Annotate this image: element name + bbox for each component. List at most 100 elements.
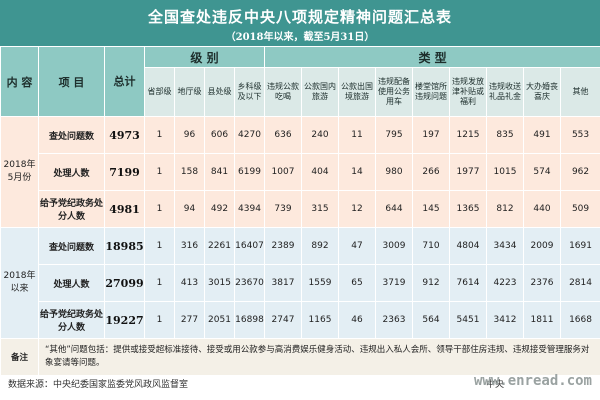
type-cell: 2376 [523,264,561,302]
header-type-group: 类 型 [263,46,600,68]
type-cell: 564 [412,301,450,339]
type-cell: 266 [412,153,450,191]
type-cell: 145 [412,190,450,228]
header-type: 违规发放津补贴或福利 [449,67,487,117]
row-total: 27099 [104,264,145,302]
type-cell: 1811 [523,301,561,339]
header-content: 内 容 [0,46,39,117]
type-cell: 812 [486,190,524,228]
type-cell: 892 [301,227,339,265]
row-total: 7199 [104,153,145,191]
type-cell: 14 [338,153,376,191]
type-cell: 710 [412,227,450,265]
page-subtitle: （2018年以来，截至5月31日） [225,32,375,43]
data-source: 数据来源：中央纪委国家监委党风政风监督室 [8,380,189,390]
type-cell: 1559 [301,264,339,302]
summary-table: 内 容 项 目 总计 级 别 类 型 省部级 地厅级 县处级 乡科级及以下 违规… [0,46,600,376]
header-type: 违规公款吃喝 [264,67,302,117]
type-cell: 3434 [486,227,524,265]
page-title: 全国查处违反中央八项规定精神问题汇总表 [147,8,452,26]
type-cell: 980 [375,153,413,191]
level-cell: 1 [144,116,175,154]
type-cell: 65 [338,264,376,302]
type-cell: 7614 [449,264,487,302]
table-row: 给予党纪政务处分人数 4981 1 94 492 4394 739 315 12 644 145 13… [1,190,600,228]
period-label: 2018年5月份 [0,116,39,228]
type-cell: 3817 [264,264,302,302]
type-cell: 912 [412,264,450,302]
level-cell: 16407 [234,227,265,265]
row-item-label: 处理人数 [38,153,105,191]
type-cell: 315 [301,190,339,228]
table-row: 处理人数 27099 1 413 3015 23670 3817 1559 65 3719 912 7… [1,264,600,302]
type-cell: 2009 [523,227,561,265]
type-cell: 240 [301,116,339,154]
footer-right-text: 中央 [485,380,504,390]
type-cell: 1365 [449,190,487,228]
level-cell: 23670 [234,264,265,302]
type-cell: 197 [412,116,450,154]
level-cell: 2051 [204,301,235,339]
level-cell: 841 [204,153,235,191]
type-cell: 1165 [301,301,339,339]
type-cell: 509 [559,190,600,228]
type-cell: 835 [486,116,524,154]
level-cell: 492 [204,190,235,228]
header-total: 总计 [104,46,145,117]
level-cell: 606 [204,116,235,154]
level-cell: 16898 [234,301,265,339]
type-cell: 2747 [264,301,302,339]
type-cell: 4804 [449,227,487,265]
level-cell: 4270 [234,116,265,154]
header-type: 大办婚丧喜庆 [523,67,561,117]
type-cell: 440 [523,190,561,228]
type-cell: 1007 [264,153,302,191]
type-cell: 795 [375,116,413,154]
type-cell: 11 [338,116,376,154]
row-item-label: 给予党纪政务处分人数 [38,301,105,339]
type-cell: 4223 [486,264,524,302]
type-cell: 47 [338,227,376,265]
type-cell: 644 [375,190,413,228]
type-cell: 491 [523,116,561,154]
level-cell: 94 [174,190,205,228]
type-cell: 3009 [375,227,413,265]
type-cell: 46 [338,301,376,339]
type-cell: 1977 [449,153,487,191]
type-cell: 12 [338,190,376,228]
period-label: 2018年以来 [0,227,39,339]
level-cell: 1 [144,264,175,302]
type-cell: 553 [559,116,600,154]
row-item-label: 查处问题数 [38,227,105,265]
type-cell: 2363 [375,301,413,339]
header-row-subs: 省部级 地厅级 县处级 乡科级及以下 违规公款吃喝 公款国内旅游 公款出国境旅游… [1,67,600,117]
header-type: 楼堂馆所违规问题 [412,67,450,117]
row-item-label: 给予党纪政务处分人数 [38,190,105,228]
level-cell: 4394 [234,190,265,228]
header-type: 公款出国境旅游 [338,67,376,117]
row-total: 18985 [104,227,145,265]
header-level: 乡科级及以下 [234,67,265,117]
level-cell: 1 [144,301,175,339]
note-text: “其他”问题包括：提供或接受超标准接待、接受或用公款参与高消费娱乐健身活动、违规… [37,338,600,376]
header-type: 其他 [559,67,600,117]
type-cell: 636 [264,116,302,154]
type-cell: 404 [301,153,339,191]
table-row: 2018年5月份 查处问题数 4973 1 96 606 4270 636 240 11 795 19… [0,116,600,228]
watermark: www.enread.com [473,373,592,389]
type-cell: 1215 [449,116,487,154]
type-cell: 3719 [375,264,413,302]
type-cell: 5451 [449,301,487,339]
note-row: 备注 “其他”问题包括：提供或接受超标准接待、接受或用公款参与高消费娱乐健身活动… [0,338,600,376]
row-item-label: 查处问题数 [38,116,105,154]
table-row: 处理人数 7199 1 158 841 6199 1007 404 14 980 266 1977 10… [1,153,600,191]
type-cell: 1015 [486,153,524,191]
level-cell: 1 [144,227,175,265]
header-level-group: 级 别 [144,46,265,68]
row-total: 4973 [104,116,145,154]
level-cell: 96 [174,116,205,154]
level-cell: 277 [174,301,205,339]
level-cell: 2261 [204,227,235,265]
type-cell: 3412 [486,301,524,339]
